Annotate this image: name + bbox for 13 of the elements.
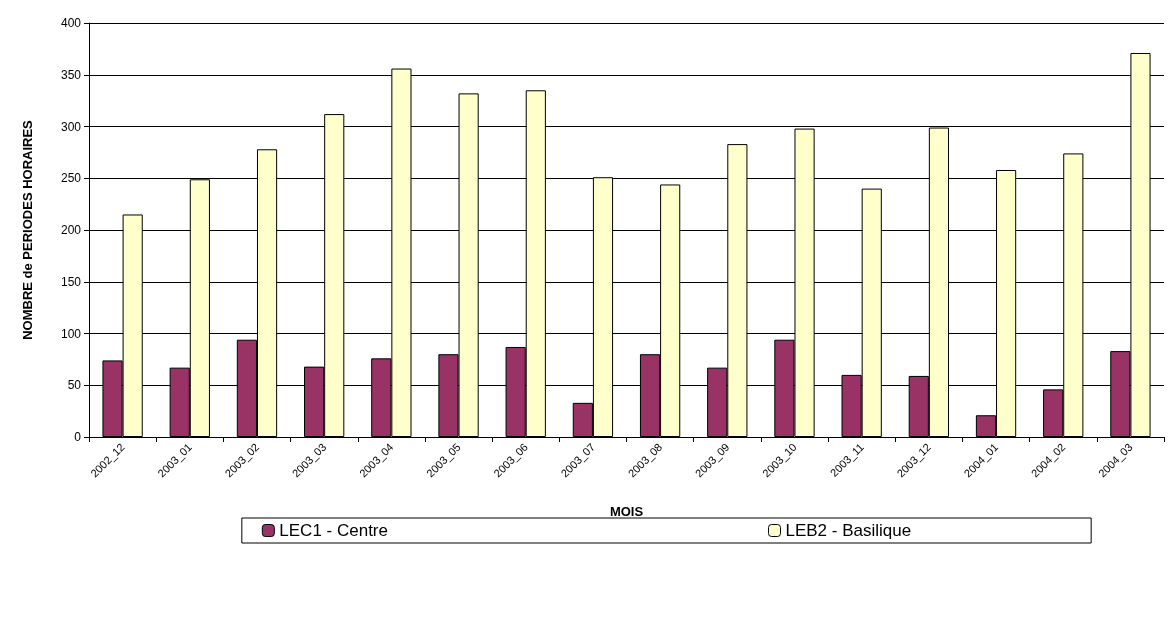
y-tick-label: 300 (60, 119, 82, 134)
y-tick-label: 350 (60, 67, 82, 82)
y-tick-label: 50 (67, 378, 82, 393)
y-tick-label: 250 (60, 171, 82, 186)
legend-label: LEC1 - Centre (279, 521, 388, 540)
y-tick-label: 100 (60, 326, 82, 341)
y-tick-label: 200 (60, 223, 82, 237)
legend-label: LEB2 - Basilique (785, 521, 912, 540)
y-tick-label: 0 (74, 430, 82, 444)
x-axis-title: MOIS (609, 504, 644, 519)
y-tick-label: 400 (60, 16, 82, 30)
y-axis-title: NOMBRE de PERIODES HORAIRES (20, 119, 35, 340)
y-tick-label: 150 (60, 274, 82, 289)
